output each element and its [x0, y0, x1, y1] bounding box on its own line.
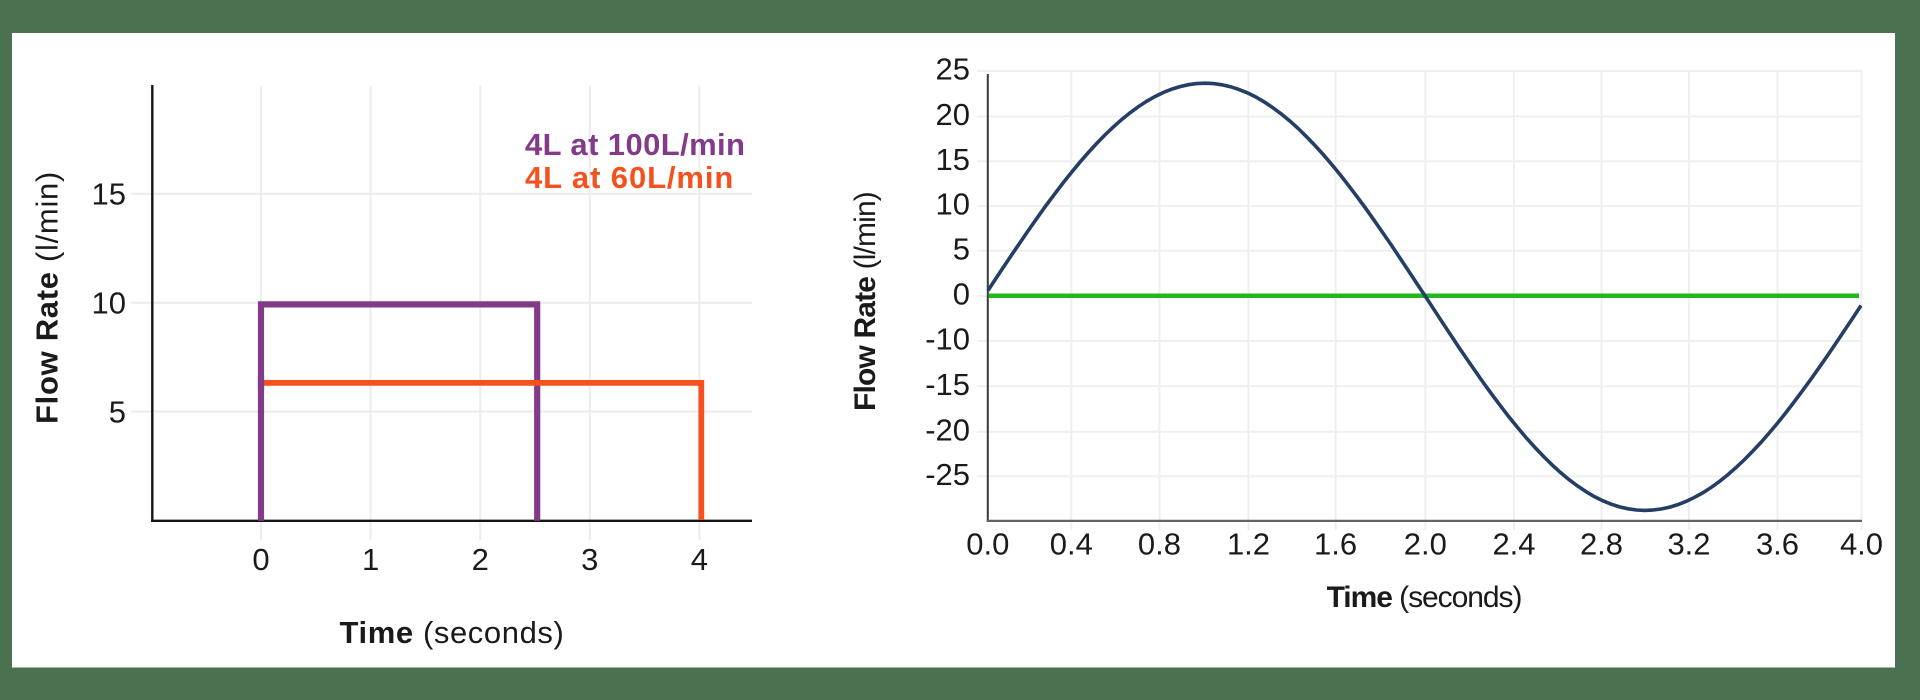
svg-text:0.8: 0.8 — [1138, 527, 1181, 562]
svg-text:-20: -20 — [925, 412, 970, 447]
svg-text:0.0: 0.0 — [966, 527, 1009, 562]
svg-text:5: 5 — [109, 394, 126, 429]
svg-text:2: 2 — [472, 542, 489, 577]
svg-text:15: 15 — [92, 177, 126, 212]
svg-text:-15: -15 — [925, 367, 970, 402]
svg-text:0: 0 — [252, 542, 269, 577]
svg-text:-10: -10 — [925, 322, 970, 357]
svg-text:Flow Rate (l/min): Flow Rate (l/min) — [30, 171, 65, 424]
svg-text:25: 25 — [936, 52, 970, 87]
svg-text:4: 4 — [691, 542, 708, 577]
svg-text:0: 0 — [953, 276, 970, 311]
svg-text:4L at 60L/min: 4L at 60L/min — [525, 160, 734, 195]
svg-text:1.6: 1.6 — [1314, 527, 1357, 562]
svg-text:-25: -25 — [925, 457, 970, 492]
svg-text:15: 15 — [936, 142, 970, 177]
svg-text:10: 10 — [92, 285, 126, 320]
svg-text:1: 1 — [362, 542, 379, 577]
svg-text:5: 5 — [953, 232, 970, 267]
svg-text:1.2: 1.2 — [1227, 527, 1270, 562]
svg-text:Flow Rate (l/min): Flow Rate (l/min) — [849, 192, 882, 411]
svg-text:3: 3 — [581, 542, 598, 577]
svg-text:20: 20 — [936, 97, 970, 132]
svg-text:4L at 100L/min: 4L at 100L/min — [525, 127, 745, 162]
svg-text:0.4: 0.4 — [1050, 527, 1093, 562]
svg-text:Time (seconds): Time (seconds) — [1327, 581, 1522, 614]
svg-text:3.2: 3.2 — [1667, 527, 1710, 562]
svg-text:Time (seconds): Time (seconds) — [340, 615, 565, 650]
svg-text:10: 10 — [936, 187, 970, 222]
svg-text:2.0: 2.0 — [1404, 527, 1447, 562]
svg-text:3.6: 3.6 — [1756, 527, 1799, 562]
svg-text:2.4: 2.4 — [1492, 527, 1535, 562]
svg-text:4.0: 4.0 — [1840, 527, 1883, 562]
svg-text:2.8: 2.8 — [1580, 527, 1623, 562]
